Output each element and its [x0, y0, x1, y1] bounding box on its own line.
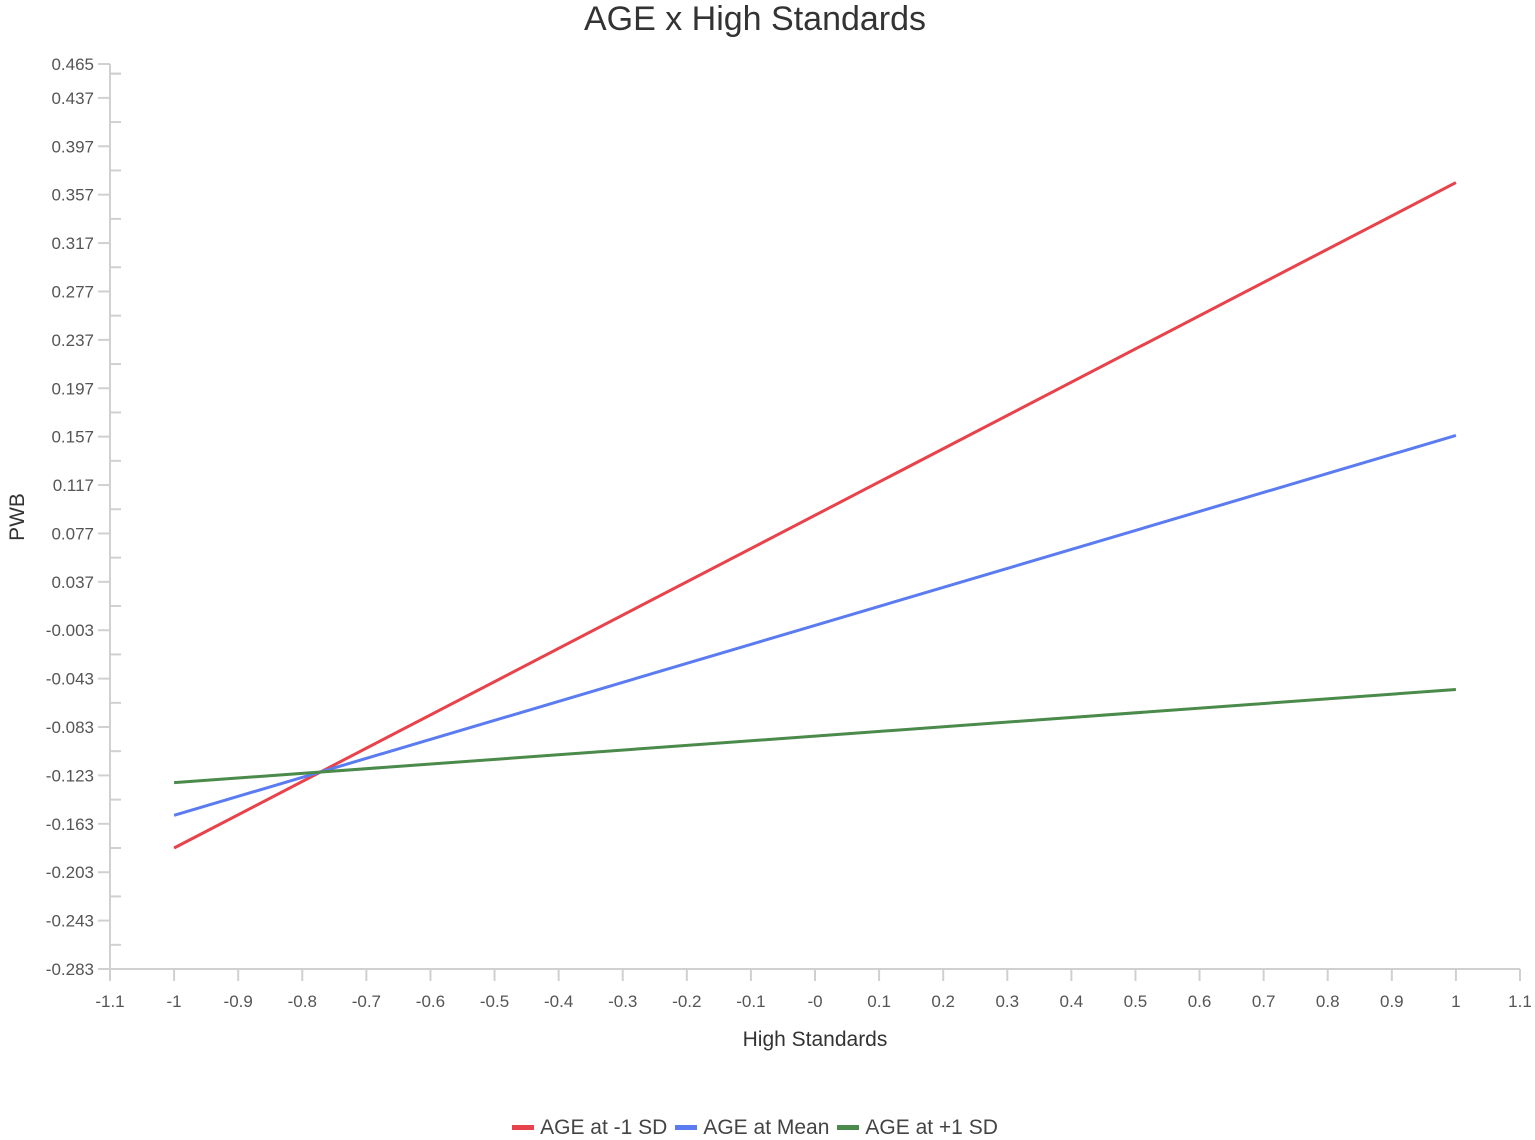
x-tick-label: 0.5: [1124, 992, 1148, 1011]
legend-swatch-icon: [675, 1125, 698, 1130]
y-tick-label: 0.277: [51, 282, 94, 301]
y-tick-label: -0.123: [46, 766, 94, 785]
x-tick-label: -0: [807, 992, 822, 1011]
legend: AGE at -1 SD AGE at Mean AGE at +1 SD: [0, 1112, 1510, 1140]
legend-item[interactable]: AGE at +1 SD: [837, 1115, 998, 1140]
y-axis-title: PWB: [6, 493, 29, 541]
y-tick-label: -0.243: [46, 912, 94, 931]
x-tick-label: 0.7: [1252, 992, 1276, 1011]
x-tick-label: -0.3: [608, 992, 637, 1011]
legend-label: AGE at +1 SD: [865, 1115, 998, 1139]
x-tick-label: -0.9: [224, 992, 253, 1011]
legend-label: AGE at Mean: [703, 1115, 830, 1139]
y-tick-label: 0.465: [51, 55, 94, 74]
chart-title: AGE x High Standards: [583, 0, 927, 38]
legend-label: AGE at -1 SD: [540, 1115, 668, 1139]
x-tick-label: 0.8: [1316, 992, 1340, 1011]
x-tick-label: -0.2: [672, 992, 701, 1011]
series-line-2: [173, 688, 1457, 785]
x-tick-label: 0.1: [867, 992, 891, 1011]
y-tick-label: 0.037: [51, 573, 94, 592]
y-tick-label: 0.077: [51, 524, 94, 543]
x-tick-label: 0.6: [1188, 992, 1212, 1011]
y-tick-label: 0.317: [51, 234, 94, 253]
series-line-1: [173, 433, 1457, 817]
x-tick-label: -0.4: [544, 992, 573, 1011]
y-tick-label: 0.397: [51, 137, 94, 156]
y-tick-label: -0.043: [46, 670, 94, 689]
y-tick-label: 0.117: [53, 476, 94, 495]
legend-swatch-icon: [512, 1125, 535, 1130]
x-tick-label: -0.1: [736, 992, 765, 1011]
axes: 0.465 0.437 0.397 0.357 0.317 0.277 0.237 0.197…: [46, 55, 1532, 1011]
y-tick-label: 0.157: [51, 428, 94, 447]
x-tick-label: 0.9: [1380, 992, 1404, 1011]
legend-item[interactable]: AGE at -1 SD: [512, 1116, 667, 1140]
y-tick-label: -0.163: [46, 815, 94, 834]
x-axis-title: High Standards: [743, 1028, 888, 1051]
x-tick-label: 0.2: [931, 992, 955, 1011]
legend-swatch-icon: [837, 1125, 860, 1130]
x-tick-label: 0.3: [995, 992, 1019, 1011]
x-tick-label: -1.1: [95, 992, 124, 1011]
y-tick-label: 0.437: [51, 89, 94, 108]
series-line-0: [173, 181, 1457, 850]
y-tick-label: 0.197: [51, 379, 94, 398]
x-tick-label: -0.7: [352, 992, 381, 1011]
y-tick-label: -0.283: [46, 960, 94, 979]
y-tick-label: -0.203: [46, 863, 94, 882]
y-tick-label: -0.003: [46, 621, 94, 640]
y-tick-label: -0.083: [46, 718, 94, 737]
legend-item[interactable]: AGE at Mean: [675, 1116, 829, 1140]
x-tick-label: 1: [1451, 992, 1460, 1011]
x-tick-label: -0.5: [480, 992, 509, 1011]
x-tick-label: -0.6: [416, 992, 445, 1011]
x-tick-label: 0.4: [1060, 992, 1084, 1011]
x-tick-label: 1.1: [1508, 992, 1532, 1011]
x-tick-label: -0.8: [288, 992, 317, 1011]
y-tick-label: 0.357: [51, 186, 94, 205]
y-tick-label: 0.237: [51, 331, 94, 350]
data-lines: [173, 181, 1457, 850]
x-tick-label: -1: [167, 992, 182, 1011]
